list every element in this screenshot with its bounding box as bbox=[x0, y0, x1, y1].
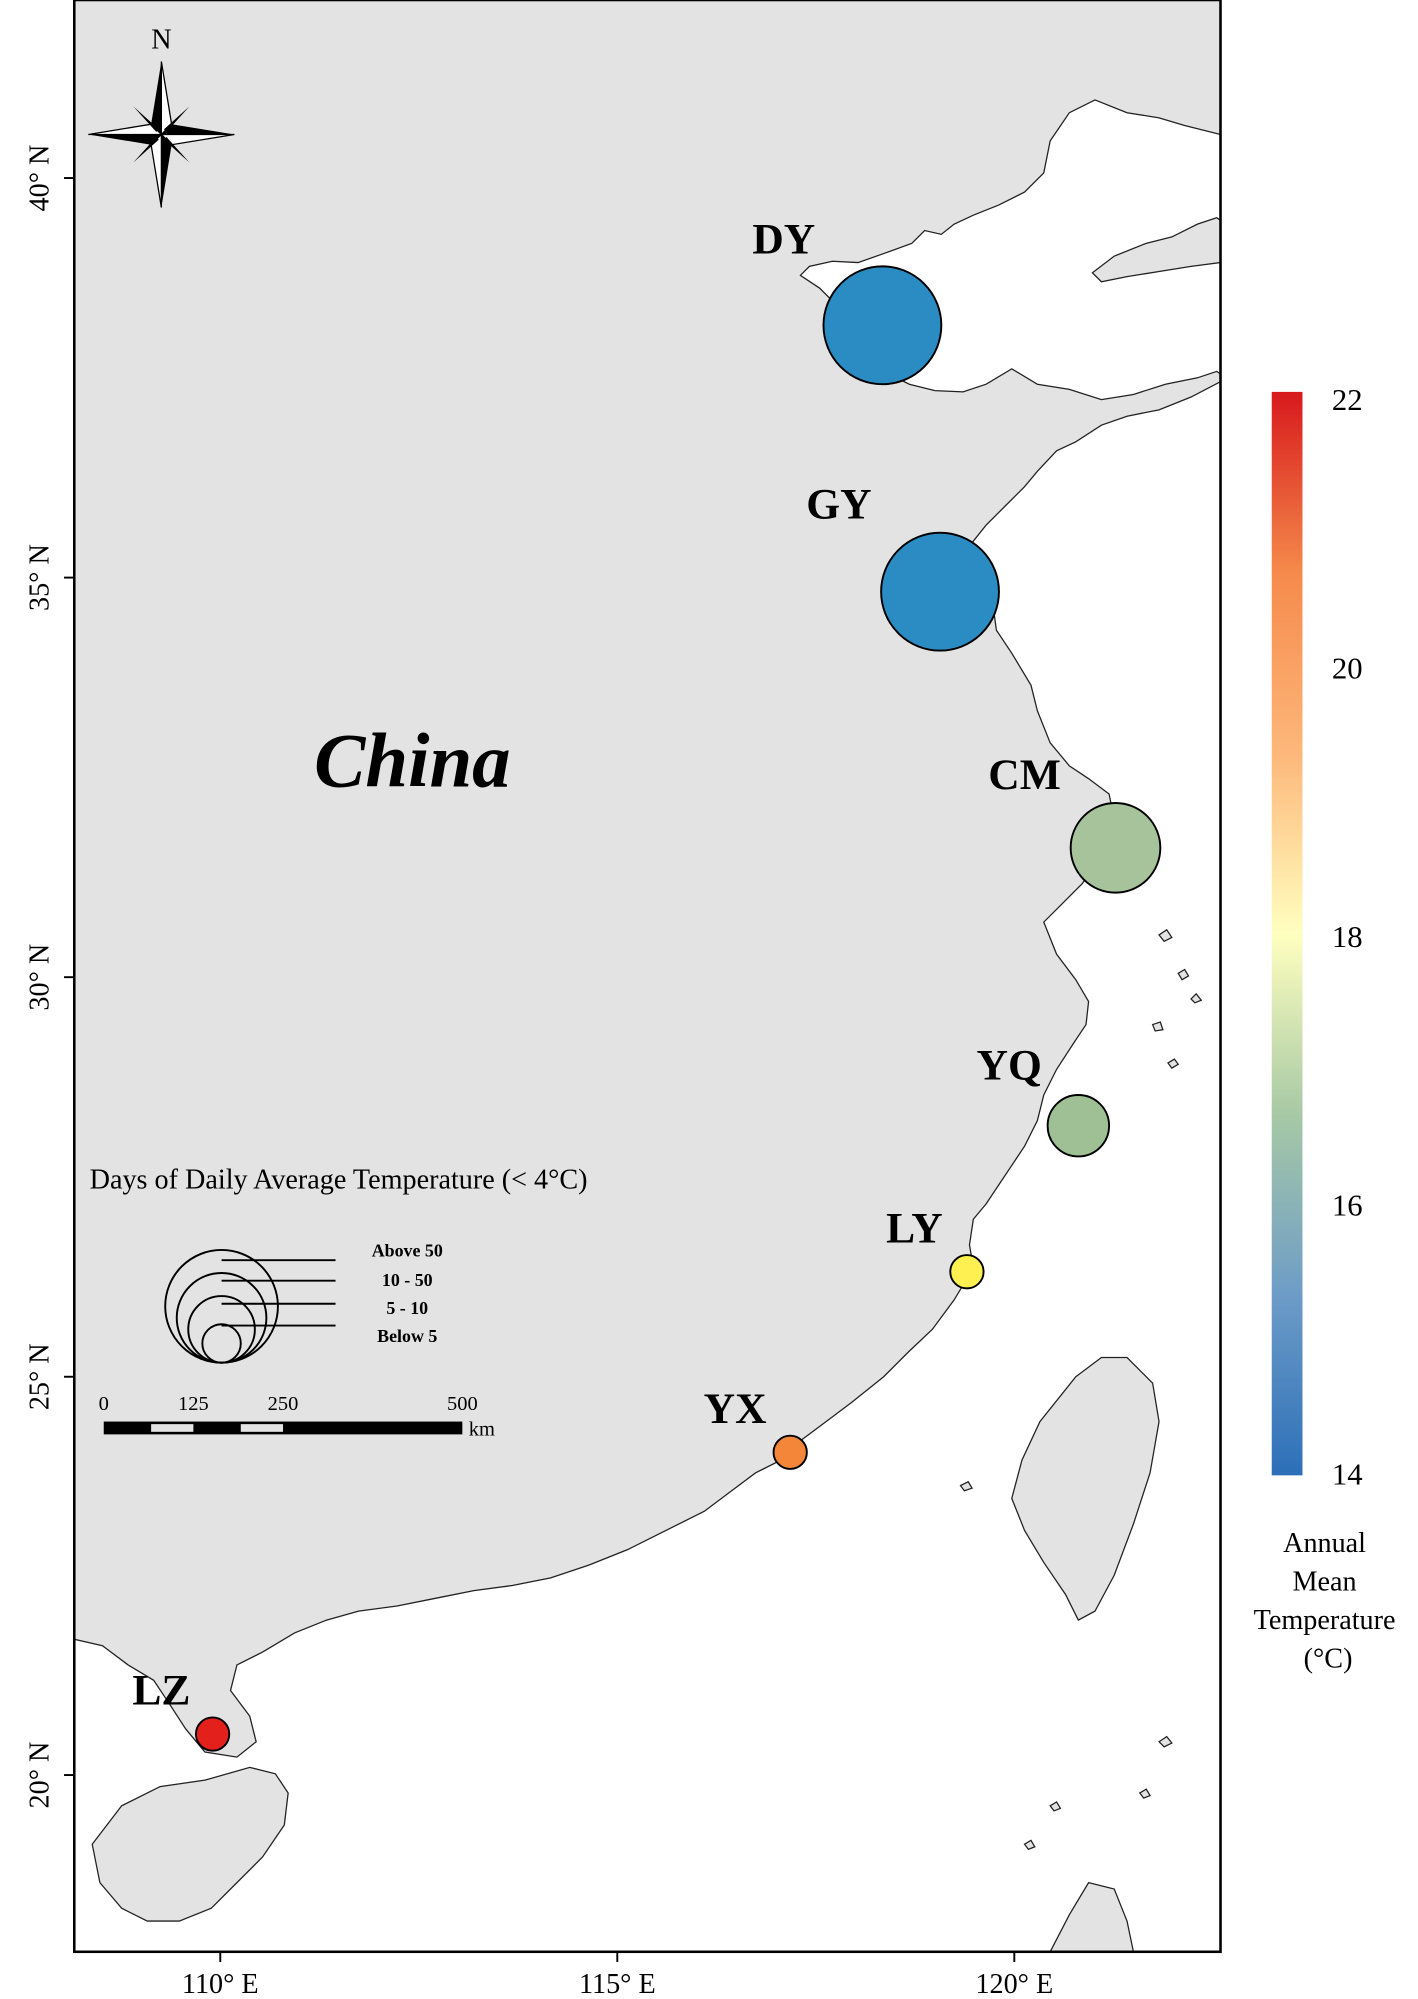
colorbar-title-line-0: Annual bbox=[1283, 1528, 1366, 1559]
x-tick-label: 115° E bbox=[579, 1969, 656, 1998]
colorbar-gradient bbox=[1271, 391, 1303, 1476]
taiwan-island bbox=[1011, 1356, 1160, 1621]
size-legend-item-2: 5 - 10 bbox=[386, 1298, 428, 1318]
mainland-china bbox=[74, 0, 1221, 1758]
site-label-lz: LZ bbox=[132, 1667, 190, 1715]
size-legend-circles bbox=[164, 1249, 336, 1364]
colorbar-title-line-2: Temperature bbox=[1254, 1605, 1396, 1636]
size-legend-title: Days of Daily Average Temperature (< 4°C… bbox=[90, 1164, 588, 1195]
hainan-island bbox=[91, 1766, 289, 1922]
site-label-ly: LY bbox=[886, 1204, 942, 1252]
site-marker-cm bbox=[1069, 802, 1162, 894]
east-coast-islands bbox=[959, 928, 1203, 1851]
y-tick-label: 35° N bbox=[25, 544, 56, 611]
sites-layer: DY GY CM YQ LY YX LZ bbox=[132, 216, 1162, 1752]
site-label-cm: CM bbox=[988, 751, 1061, 799]
y-tick-label: 25° N bbox=[25, 1343, 56, 1410]
scale-tick-3: 500 bbox=[447, 1393, 478, 1415]
site-marker-dy bbox=[822, 265, 943, 386]
scale-tick-0: 0 bbox=[99, 1393, 109, 1415]
y-axis-ticks: 20° N 25° N 30° N 35° N 40° N bbox=[25, 145, 75, 1809]
colorbar-title-line-1: Mean bbox=[1293, 1567, 1357, 1598]
colorbar-title: Annual Mean Temperature (°C) bbox=[1254, 1528, 1403, 1674]
country-label: China bbox=[314, 718, 510, 803]
scale-tick-1: 125 bbox=[178, 1393, 209, 1415]
y-tick-label: 20° N bbox=[25, 1742, 56, 1809]
x-axis-ticks: 110° E 115° E 120° E bbox=[182, 1951, 1053, 1998]
size-legend-item-0: Above 50 bbox=[372, 1240, 443, 1260]
scale-bar: 0 125 250 500 km bbox=[99, 1393, 495, 1441]
map-frame bbox=[72, 0, 1222, 1954]
site-label-dy: DY bbox=[752, 216, 815, 264]
x-tick-label: 110° E bbox=[182, 1969, 259, 1998]
scale-unit: km bbox=[469, 1419, 495, 1441]
site-marker-yx bbox=[772, 1434, 808, 1470]
site-marker-lz bbox=[194, 1716, 231, 1752]
site-label-yx: YX bbox=[704, 1385, 767, 1433]
map-panel bbox=[74, 0, 1221, 1952]
colorbar-ticks: 22 20 18 16 14 bbox=[1332, 383, 1363, 1492]
luzon-corner bbox=[1049, 1881, 1135, 1952]
colorbar: 22 20 18 16 14 Annual Mean Temperature (°C) bbox=[1254, 383, 1403, 1675]
liaodong-peninsula bbox=[1091, 217, 1221, 283]
site-marker-gy bbox=[880, 531, 1000, 652]
size-legend-item-1: 10 - 50 bbox=[382, 1270, 433, 1290]
site-marker-ly bbox=[949, 1254, 985, 1290]
site-label-gy: GY bbox=[806, 481, 871, 529]
compass-rose-icon bbox=[88, 61, 235, 208]
site-label-yq: YQ bbox=[977, 1042, 1042, 1090]
scale-tick-2: 250 bbox=[268, 1393, 299, 1415]
y-tick-label: 40° N bbox=[25, 145, 56, 212]
size-legend-item-3: Below 5 bbox=[377, 1326, 437, 1346]
colorbar-tick-label: 18 bbox=[1332, 920, 1363, 954]
size-legend: Days of Daily Average Temperature (< 4°C… bbox=[90, 1164, 588, 1364]
site-marker-yq bbox=[1046, 1094, 1111, 1158]
colorbar-title-line-3: (°C) bbox=[1304, 1643, 1353, 1674]
x-tick-label: 120° E bbox=[975, 1969, 1053, 1998]
colorbar-tick-label: 14 bbox=[1332, 1457, 1363, 1491]
north-arrow: N bbox=[88, 25, 235, 208]
colorbar-tick-label: 20 bbox=[1332, 651, 1363, 685]
y-tick-label: 30° N bbox=[25, 944, 56, 1011]
north-label: N bbox=[151, 25, 171, 56]
colorbar-tick-label: 22 bbox=[1332, 383, 1363, 417]
colorbar-tick-label: 16 bbox=[1332, 1189, 1363, 1223]
